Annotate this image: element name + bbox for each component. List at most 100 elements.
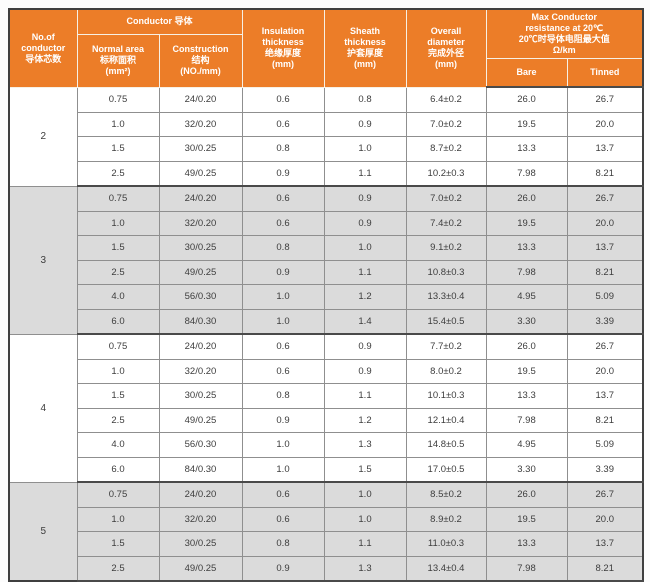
data-cell: 49/0.25 [158, 407, 243, 433]
data-cell: 19.5 [485, 506, 568, 532]
data-cell: 3.30 [485, 456, 568, 483]
data-cell: 0.6 [241, 185, 325, 212]
table-row: 2 0.75 24/0.20 0.6 0.8 6.4±0.2 26.0 26.7 [8, 86, 644, 187]
data-cell: 7.98 [485, 160, 568, 187]
data-cell: 0.6 [241, 111, 325, 137]
data-cell: 84/0.30 [158, 456, 243, 483]
table-row: 2.5 49/0.25 0.9 1.3 13.4±0.4 7.98 8.21 [9, 555, 644, 582]
data-cell: 24/0.20 [158, 481, 243, 508]
data-cell: 10.8±0.3 [405, 259, 487, 285]
data-cell: 9.1±0.2 [405, 235, 487, 261]
data-cell: 1.5 [76, 383, 160, 409]
data-cell: 32/0.20 [158, 210, 243, 236]
data-cell: 8.7±0.2 [405, 136, 487, 162]
data-cell: 5.09 [566, 284, 644, 310]
data-cell: 0.6 [241, 86, 325, 113]
data-cell: 84/0.30 [158, 308, 243, 335]
data-cell: 0.75 [76, 185, 160, 212]
data-cell: 3.39 [566, 308, 644, 335]
data-cell: 7.4±0.2 [405, 210, 487, 236]
header-cell-sheath-thickness: Sheath thickness 护套厚度 (mm) [323, 8, 407, 88]
data-cell: 12.1±0.4 [405, 407, 487, 433]
data-cell: 13.7 [566, 136, 644, 162]
data-cell: 13.7 [566, 235, 644, 261]
data-cell: 4.95 [485, 284, 568, 310]
data-cell: 56/0.30 [158, 284, 243, 310]
conductor-spec-table: No.of conductor 导体芯数 Conductor 导体 Insula… [8, 8, 645, 582]
data-cell: 26.0 [485, 185, 568, 212]
data-cell: 0.8 [241, 235, 325, 261]
table-row: 4.0 56/0.30 1.0 1.3 14.8±0.5 4.95 5.09 [9, 432, 644, 458]
data-cell: 20.0 [566, 210, 644, 236]
data-cell: 30/0.25 [158, 235, 243, 261]
data-cell: 11.0±0.3 [405, 531, 487, 557]
data-cell: 13.4±0.4 [405, 555, 487, 582]
conductor-count-cell: 3 [8, 185, 78, 335]
data-cell: 13.7 [566, 531, 644, 557]
data-cell: 0.9 [241, 259, 325, 285]
table-row: 2.5 49/0.25 0.9 1.1 10.8±0.3 7.98 8.21 [9, 259, 644, 285]
header-group-max-resistance: Max Conductor resistance at 20℃ 20℃时导体电阻… [485, 8, 644, 59]
header-cell-overall-diameter: Overall diameter 完成外径 (mm) [405, 8, 487, 88]
data-cell: 1.0 [323, 136, 407, 162]
data-cell: 32/0.20 [158, 358, 243, 384]
data-cell: 15.4±0.5 [405, 308, 487, 335]
data-cell: 1.0 [241, 284, 325, 310]
header-cell-bare: Bare [485, 57, 568, 88]
data-cell: 26.7 [566, 481, 644, 508]
data-cell: 0.8 [241, 531, 325, 557]
data-cell: 8.9±0.2 [405, 506, 487, 532]
data-cell: 26.0 [485, 333, 568, 360]
data-cell: 0.9 [241, 555, 325, 582]
data-cell: 2.5 [76, 160, 160, 187]
data-cell: 1.1 [323, 160, 407, 187]
data-cell: 32/0.20 [158, 111, 243, 137]
data-cell: 10.2±0.3 [405, 160, 487, 187]
data-cell: 0.9 [241, 160, 325, 187]
data-cell: 24/0.20 [158, 86, 243, 113]
table-row: 1.0 32/0.20 0.6 0.9 8.0±0.2 19.5 20.0 [9, 358, 644, 384]
data-cell: 1.5 [76, 136, 160, 162]
table-row: 1.0 32/0.20 0.6 0.9 7.0±0.2 19.5 20.0 [9, 111, 644, 137]
data-cell: 56/0.30 [158, 432, 243, 458]
data-cell: 13.3 [485, 136, 568, 162]
data-cell: 49/0.25 [158, 555, 243, 582]
data-cell: 0.8 [241, 383, 325, 409]
table-row: 2.5 49/0.25 0.9 1.2 12.1±0.4 7.98 8.21 [9, 407, 644, 433]
data-cell: 1.0 [76, 506, 160, 532]
table-row: 4 0.75 24/0.20 0.6 0.9 7.7±0.2 26.0 26.7 [8, 333, 644, 483]
data-cell: 26.7 [566, 86, 644, 113]
data-cell: 0.6 [241, 506, 325, 532]
data-cell: 0.6 [241, 210, 325, 236]
data-cell: 7.98 [485, 407, 568, 433]
data-cell: 13.3 [485, 531, 568, 557]
table-row: 4.0 56/0.30 1.0 1.2 13.3±0.4 4.95 5.09 [9, 284, 644, 310]
data-cell: 0.9 [323, 358, 407, 384]
table-row: 6.0 84/0.30 1.0 1.5 17.0±0.5 3.30 3.39 [9, 456, 644, 483]
table-body: 2 0.75 24/0.20 0.6 0.8 6.4±0.2 26.0 26.7 1.0 32/0… [8, 86, 644, 582]
data-cell: 8.21 [566, 555, 644, 582]
header-cell-normal-area: Normal area 标称面积 (mm²) [76, 33, 160, 88]
data-cell: 30/0.25 [158, 383, 243, 409]
data-cell: 7.98 [485, 555, 568, 582]
cable-spec-sheet: No.of conductor 导体芯数 Conductor 导体 Insula… [8, 8, 645, 582]
data-cell: 5.09 [566, 432, 644, 458]
table-row: 1.0 32/0.20 0.6 1.0 8.9±0.2 19.5 20.0 [9, 506, 644, 532]
data-cell: 49/0.25 [158, 160, 243, 187]
data-cell: 14.8±0.5 [405, 432, 487, 458]
data-cell: 2.5 [76, 407, 160, 433]
data-cell: 1.1 [323, 259, 407, 285]
data-cell: 1.1 [323, 531, 407, 557]
data-cell: 26.7 [566, 185, 644, 212]
data-cell: 1.1 [323, 383, 407, 409]
data-cell: 20.0 [566, 358, 644, 384]
table-header: No.of conductor 导体芯数 Conductor 导体 Insula… [8, 8, 644, 88]
data-cell: 8.5±0.2 [405, 481, 487, 508]
data-cell: 0.6 [241, 481, 325, 508]
data-cell: 2.5 [76, 555, 160, 582]
data-cell: 0.75 [76, 481, 160, 508]
header-cell-tinned: Tinned [566, 57, 644, 88]
data-cell: 4.0 [76, 284, 160, 310]
data-cell: 7.0±0.2 [405, 185, 487, 212]
data-cell: 19.5 [485, 358, 568, 384]
